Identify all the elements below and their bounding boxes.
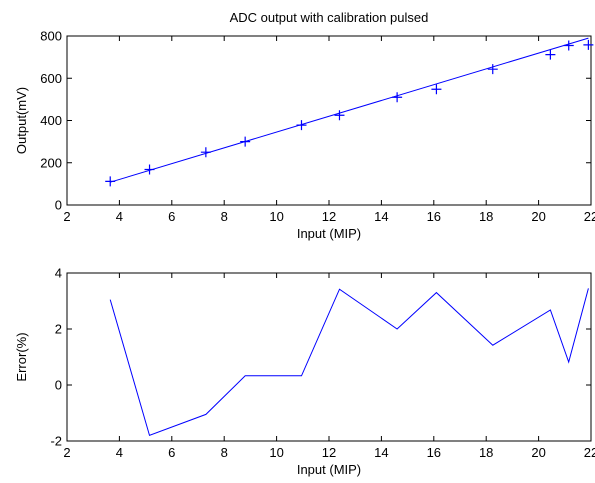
top-x-tick-label: 20 bbox=[531, 209, 545, 224]
bottom-y-tick-label: -2 bbox=[50, 434, 62, 449]
top-data-point bbox=[545, 49, 556, 60]
bottom-x-tick-label: 22 bbox=[584, 445, 595, 460]
top-data-point bbox=[487, 64, 498, 75]
bottom-x-tick-label: 16 bbox=[427, 445, 441, 460]
bottom-y-tick-label: 0 bbox=[55, 378, 62, 393]
x-axis-title-bottom: Input (MIP) bbox=[297, 462, 361, 477]
top-x-tick-label: 6 bbox=[168, 209, 175, 224]
bottom-plot-frame bbox=[66, 272, 592, 442]
x-axis-title-top: Input (MIP) bbox=[297, 226, 361, 241]
top-x-tick-label: 14 bbox=[374, 209, 388, 224]
top-x-tick-label: 4 bbox=[116, 209, 123, 224]
top-data-point bbox=[334, 110, 345, 121]
plot-title: ADC output with calibration pulsed bbox=[230, 10, 429, 25]
bottom-x-tick-label: 18 bbox=[479, 445, 493, 460]
top-data-point bbox=[583, 39, 594, 50]
top-x-tick-label: 10 bbox=[269, 209, 283, 224]
top-x-tick-label: 22 bbox=[584, 209, 595, 224]
bottom-x-tick-label: 8 bbox=[221, 445, 228, 460]
top-x-tick-label: 18 bbox=[479, 209, 493, 224]
bottom-y-tick-label: 4 bbox=[55, 266, 62, 281]
bottom-x-tick-label: 20 bbox=[531, 445, 545, 460]
top-x-tick-label: 12 bbox=[322, 209, 336, 224]
top-y-tick-label: 200 bbox=[40, 155, 62, 170]
top-y-tick-label: 800 bbox=[40, 29, 62, 44]
bottom-x-tick-label: 12 bbox=[322, 445, 336, 460]
top-x-tick-label: 16 bbox=[427, 209, 441, 224]
top-y-tick-label: 400 bbox=[40, 113, 62, 128]
bottom-x-tick-label: 6 bbox=[168, 445, 175, 460]
bottom-x-tick-label: 14 bbox=[374, 445, 388, 460]
top-y-tick-label: 0 bbox=[55, 198, 62, 213]
bottom-x-tick-label: 10 bbox=[269, 445, 283, 460]
top-fit-line bbox=[110, 37, 589, 183]
bottom-y-tick-label: 2 bbox=[55, 322, 62, 337]
top-x-tick-label: 8 bbox=[221, 209, 228, 224]
top-y-tick-label: 600 bbox=[40, 71, 62, 86]
bottom-x-tick-label: 4 bbox=[116, 445, 123, 460]
y-axis-title-top: Output(mV) bbox=[14, 87, 29, 154]
top-data-point bbox=[431, 84, 442, 95]
y-axis-title-bottom: Error(%) bbox=[14, 332, 29, 381]
top-x-tick-label: 2 bbox=[63, 209, 70, 224]
bottom-x-tick-label: 2 bbox=[63, 445, 70, 460]
bottom-error-line bbox=[109, 288, 589, 437]
